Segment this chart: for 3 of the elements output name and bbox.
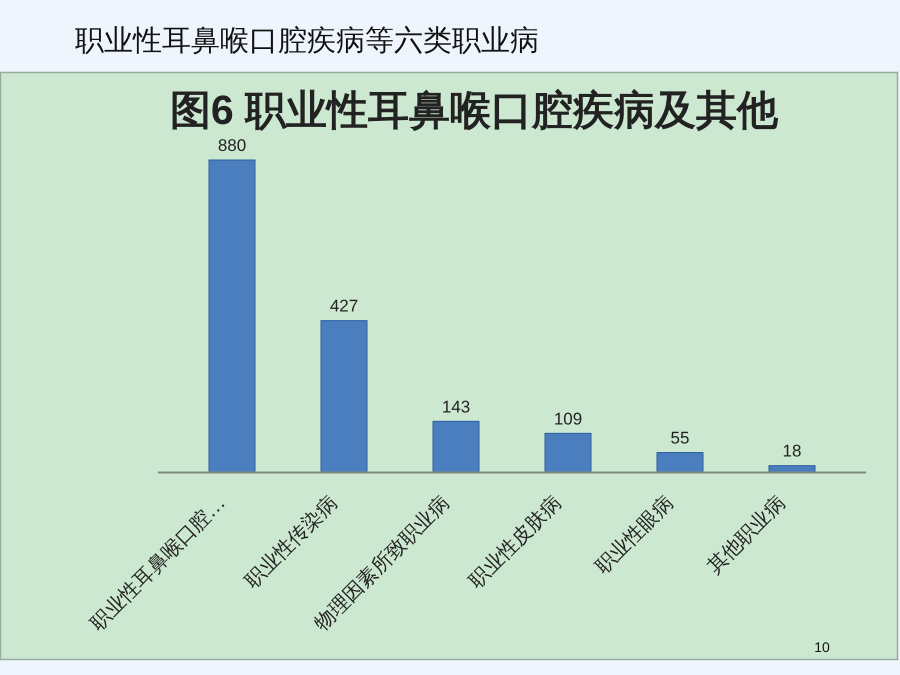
subtitle: 图6 职业性耳鼻喉口腔疾病及其他 [170,87,778,133]
title: 职业性耳鼻喉口腔疾病等六类职业病 [75,25,539,57]
annotation: 10 [814,639,830,655]
